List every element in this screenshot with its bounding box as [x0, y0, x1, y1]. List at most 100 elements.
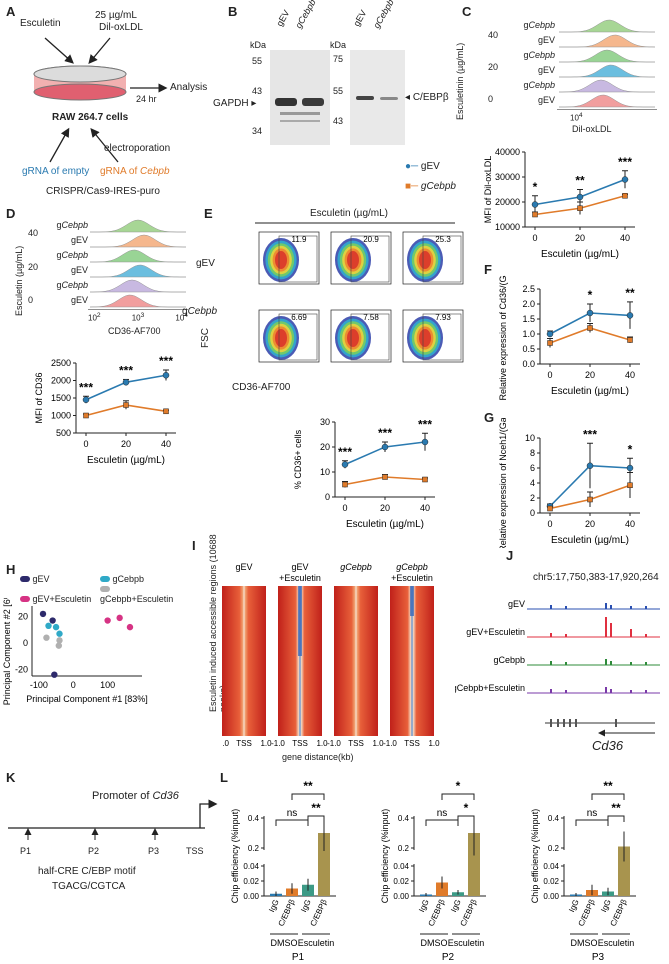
y-tick-label: 0.04: [393, 862, 409, 871]
x-tick-label: 40: [620, 233, 630, 243]
x-tick-label: 20: [380, 503, 390, 513]
histogram-0: [90, 219, 186, 233]
chart-title: P1: [292, 952, 305, 963]
pca-point: [126, 623, 134, 631]
panel-e-letter: E: [204, 206, 213, 221]
c-dose-20: 20: [488, 62, 499, 72]
y-tick-label: 2500: [51, 358, 71, 368]
x-tick-label: 0: [532, 233, 537, 243]
heatmap-xtick: -1.0: [383, 739, 397, 748]
heatmap-xtick: -1.0: [271, 739, 285, 748]
y-tick-label: 0.00: [543, 892, 559, 901]
track-peak: [550, 633, 552, 637]
b-blots: [270, 50, 405, 145]
y-tick-label: 4: [530, 478, 535, 488]
density-contour: [347, 329, 359, 347]
track-peak: [645, 634, 647, 637]
c-row-labels: gCebpb gEV gCebpb gEV gCebpb gEV: [505, 18, 555, 108]
y-tick-label: 0.04: [243, 862, 259, 871]
track-peak: [645, 606, 647, 609]
data-point: [547, 340, 553, 346]
y-tick-label: 20000: [495, 197, 520, 207]
f-cd36-chart: 0.0 0.5 1.0 1.5 2.0 2.5 0 20 40 Esculetin (µg/mL)…: [498, 275, 640, 401]
row-label: gEV: [537, 65, 555, 75]
exon: [557, 719, 559, 727]
b-kda-right: kDa: [330, 40, 347, 50]
e-fsc: FSC: [200, 328, 211, 348]
legend-item: gCebpb+Esculetin: [100, 584, 180, 604]
pca-point: [39, 610, 47, 618]
bar: [318, 833, 330, 896]
y-tick-label: 0.4: [398, 814, 410, 823]
b-cebpb-label: ◂ C/EBPβ: [405, 92, 449, 103]
d-mfi-chart: 500 1000 1500 2000 2500 0 20 40 Esculetin (µg/mL…: [34, 354, 176, 466]
y-tick-label: 0.2: [248, 844, 260, 853]
y-tick-label: 0.02: [543, 877, 559, 886]
c-legend-gev: ●─ gRNA of emptygEV: [405, 161, 440, 172]
row-label: gEV: [537, 95, 555, 105]
y-axis-label: Relative expression of Nceh1/(Gapdh): [498, 418, 508, 548]
y-tick-label: 1000: [51, 411, 71, 421]
heatmap-title: gEV: [235, 562, 252, 572]
x-tick-label: 40: [161, 439, 171, 449]
exon: [569, 719, 571, 727]
data-point: [547, 505, 553, 512]
panel-a-diagram: [33, 37, 168, 163]
k-promoter: Promoter of Cd36: [92, 790, 179, 802]
i-heatmaps: gEV-1.0TSS1.0gEV+Esculetin-1.0TSS1.0gCeb…: [222, 562, 440, 748]
y-tick-label: 0.5: [522, 344, 535, 354]
bracket-right: [457, 815, 475, 822]
k-p3: P3: [148, 846, 160, 856]
data-point: [576, 193, 584, 201]
a-analysis: Analysis: [170, 82, 208, 93]
bar: [468, 833, 480, 896]
heatmap-title: gEV: [291, 562, 308, 572]
k-tss: TSS: [186, 846, 204, 856]
k-motif-1: half-CRE C/EBP motif: [38, 866, 136, 877]
y-tick-label: 0: [325, 492, 330, 502]
x-axis-label: Esculetin (µg/mL): [551, 386, 629, 397]
a-grna-cebpb: gRNA of Cebpb: [100, 166, 170, 177]
data-point: [122, 379, 130, 386]
gate-percent: 20.9: [363, 235, 379, 244]
x-tick-label: 0: [547, 370, 552, 380]
track-peak: [630, 662, 632, 665]
group-label: Esculetin: [598, 938, 635, 948]
data-point: [622, 193, 628, 199]
heatmap-xtick: -1.0: [222, 739, 229, 748]
legend-item: gEV: [20, 574, 100, 584]
panel-b-letter: B: [228, 4, 238, 19]
significance-mark: ***: [338, 445, 352, 459]
heatmap-xtick: 1.0: [428, 739, 440, 748]
y-tick-label: 0.04: [543, 862, 559, 871]
c-xlabel: Dil-oxLDL: [572, 124, 612, 134]
heatmap-0: [222, 586, 266, 736]
pca-point: [116, 614, 123, 622]
y-tick-label: 10000: [495, 222, 520, 232]
bracket-top: [291, 793, 325, 800]
row-label: gCebpb: [56, 250, 88, 260]
y-tick-label: 0.02: [243, 877, 259, 886]
gate: [422, 313, 462, 361]
track-peak: [565, 690, 567, 693]
i-xlabel: gene distance(kb): [282, 752, 354, 762]
y-axis-label: Chip efficiency (%input): [230, 809, 240, 903]
significance-mark: **: [575, 174, 585, 188]
heatmap-2: [334, 586, 378, 736]
b-lane-gev-r: gEV: [351, 8, 369, 28]
h-pca-chart: 20 0 -20-100 0 100 Principal Component #1 [83…: [2, 598, 148, 705]
b-kda-r-75: 75: [333, 54, 344, 64]
b-kda-l-55: 55: [252, 56, 263, 66]
heatmap-signal: [410, 586, 414, 616]
track-peak: [605, 659, 607, 665]
b-kda-l-43: 43: [252, 86, 263, 96]
group-label: Esculetin: [298, 938, 335, 948]
track-peak: [605, 687, 607, 693]
flow-plot: 25.3: [402, 231, 464, 285]
heatmap-xtick: 1.0: [260, 739, 272, 748]
histogram-1: [559, 34, 656, 48]
track-peak: [605, 617, 607, 637]
row-label: gCebpb: [523, 50, 555, 60]
bracket-right: [607, 815, 625, 822]
